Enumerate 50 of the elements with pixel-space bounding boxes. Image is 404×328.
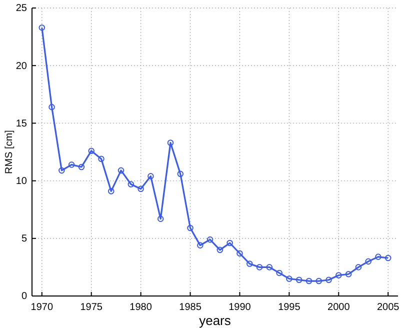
point [326, 276, 332, 284]
x-axis-title: years [199, 313, 232, 328]
point [216, 246, 224, 254]
y-tick-label: 15 [16, 118, 28, 130]
x-tick-label: 1980 [130, 302, 152, 313]
point [167, 140, 174, 146]
point [157, 216, 164, 222]
point [48, 104, 55, 110]
point [58, 167, 65, 174]
x-tick-label: 1990 [228, 302, 252, 313]
point [355, 264, 362, 270]
point [296, 276, 302, 284]
point [375, 254, 382, 260]
x-tick-label: 1995 [278, 302, 301, 313]
x-tick-label: 1975 [80, 302, 103, 313]
x-tick-label: 1985 [179, 302, 202, 313]
point [187, 224, 194, 232]
point [266, 264, 273, 270]
point [246, 260, 253, 267]
y-tick-label: 5 [21, 234, 28, 245]
point [148, 173, 154, 180]
point [345, 270, 352, 278]
point [336, 272, 342, 278]
y-axis-title: RMS [cm] [4, 130, 15, 174]
point [177, 170, 184, 178]
point [108, 188, 114, 194]
y-tick-label: 0 [21, 291, 28, 302]
y-tick-label: 10 [16, 176, 28, 187]
point [138, 186, 144, 192]
x-tick-label: 2005 [376, 302, 400, 313]
point [316, 278, 322, 284]
point [236, 250, 243, 257]
point [276, 270, 282, 276]
point [206, 236, 214, 243]
point [68, 162, 75, 168]
point [78, 164, 85, 170]
point [226, 240, 233, 246]
point [256, 264, 263, 270]
y-tick-label: 20 [16, 60, 28, 72]
point [88, 148, 94, 154]
x-tick-label: 1970 [30, 302, 54, 313]
point [306, 278, 312, 284]
point [197, 242, 204, 248]
point [98, 156, 104, 162]
point [118, 167, 124, 174]
point [286, 276, 292, 282]
point [365, 258, 372, 265]
point [128, 181, 134, 188]
x-tick-label: 2000 [328, 302, 350, 313]
y-tick-label: 25 [16, 3, 28, 14]
